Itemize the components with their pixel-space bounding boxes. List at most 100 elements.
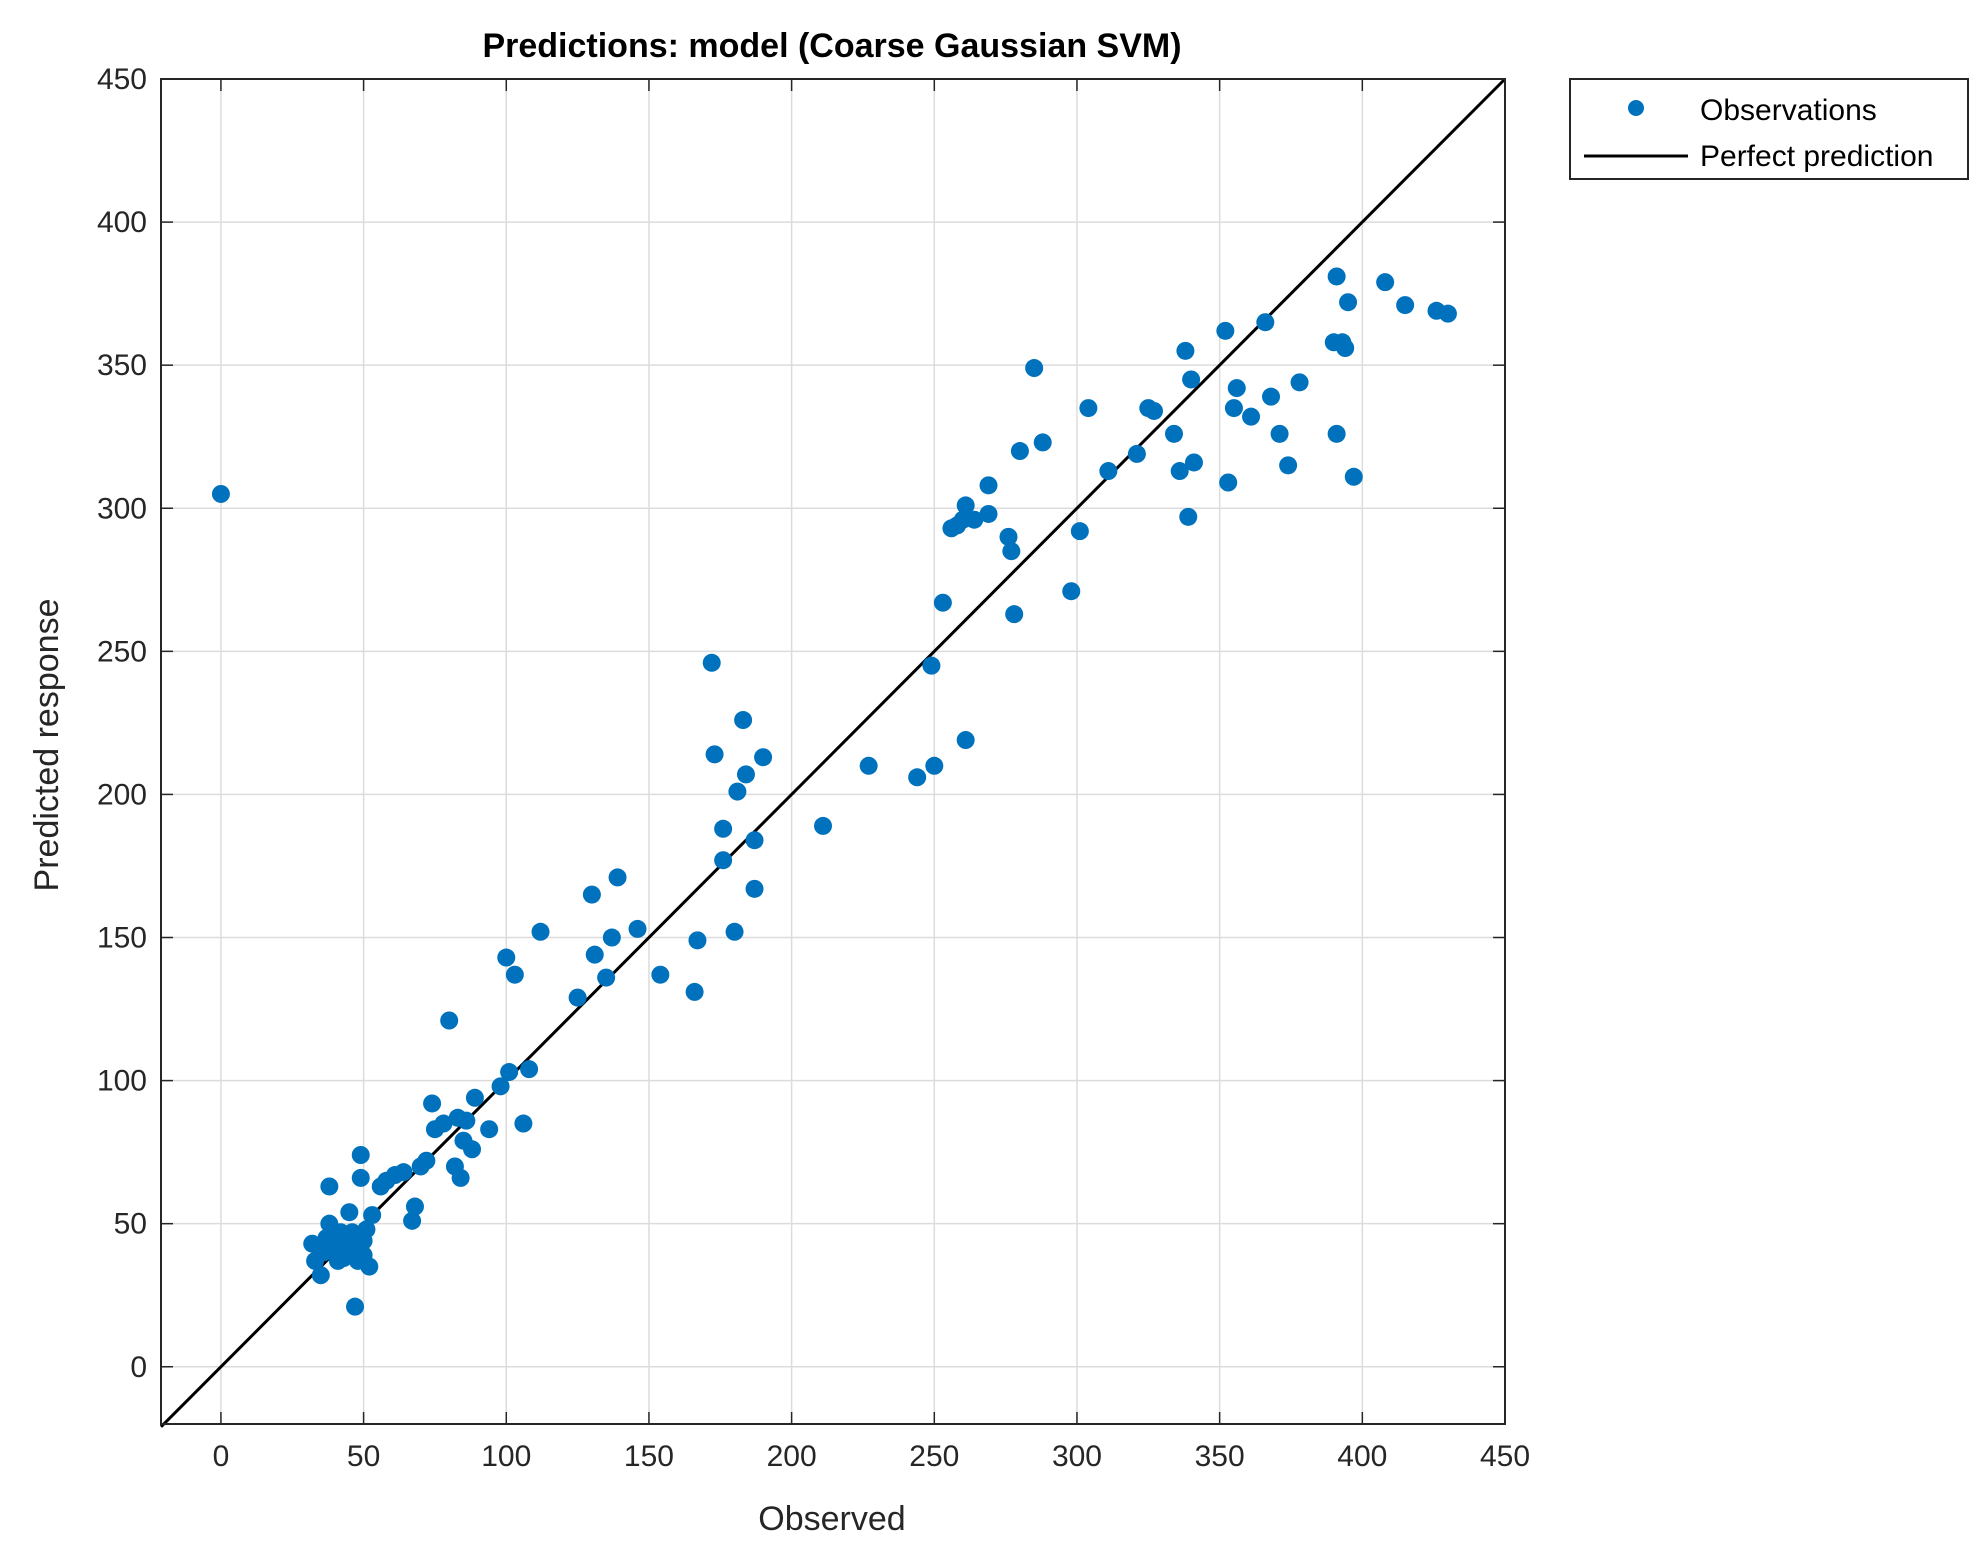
y-tick-labels: 0 50 100 150 200 250 300 350 400 450 — [97, 63, 147, 1384]
observation-point — [745, 831, 764, 850]
observation-point — [602, 928, 621, 947]
observation-point — [734, 711, 753, 730]
observation-point — [1262, 387, 1281, 406]
observation-point — [363, 1206, 382, 1225]
observation-point — [568, 988, 587, 1007]
observation-point — [311, 1266, 330, 1285]
legend-box — [1569, 78, 1969, 180]
observation-point — [1224, 399, 1243, 418]
observation-point — [1176, 341, 1195, 360]
observation-point — [1184, 453, 1203, 472]
y-tick-label: 300 — [97, 492, 147, 525]
x-tick-label: 250 — [909, 1440, 959, 1473]
observation-point — [417, 1151, 436, 1170]
observation-point — [1376, 273, 1395, 292]
perfect-prediction-line — [159, 77, 1507, 1428]
observation-point — [956, 731, 975, 750]
observation-point — [480, 1120, 499, 1139]
chart-title: Predictions: model (Coarse Gaussian SVM) — [482, 27, 1181, 65]
observation-point — [340, 1203, 359, 1222]
observation-point — [1344, 467, 1363, 486]
observation-point — [320, 1177, 339, 1196]
observation-point — [728, 782, 747, 801]
observation-point — [859, 756, 878, 775]
observation-point — [933, 593, 952, 612]
observation-point — [1079, 399, 1098, 418]
observation-point — [457, 1111, 476, 1130]
observation-point — [582, 885, 601, 904]
x-tick-label: 100 — [481, 1440, 531, 1473]
observation-point — [1070, 522, 1089, 541]
y-tick-label: 100 — [97, 1065, 147, 1098]
observation-point — [1327, 267, 1346, 286]
observation-point — [754, 748, 773, 767]
y-tick-label: 50 — [114, 1208, 147, 1241]
observation-point — [745, 879, 764, 898]
observation-point — [736, 765, 755, 784]
observation-point — [346, 1297, 365, 1316]
x-tick-label: 200 — [767, 1440, 817, 1473]
x-tick-label: 300 — [1052, 1440, 1102, 1473]
observation-point — [608, 868, 627, 887]
observation-point — [465, 1088, 484, 1107]
observation-point — [1127, 444, 1146, 463]
observation-point — [1270, 424, 1289, 443]
observation-point — [1396, 296, 1415, 315]
observation-point — [685, 982, 704, 1001]
observation-point — [705, 745, 724, 764]
y-tick-label: 400 — [97, 206, 147, 239]
observation-point — [1025, 359, 1044, 378]
x-tick-label: 350 — [1195, 1440, 1245, 1473]
observation-point — [922, 656, 941, 675]
y-axis-label: Predicted response — [28, 599, 66, 892]
x-tick-label: 50 — [347, 1440, 380, 1473]
observation-point — [1227, 379, 1246, 398]
legend-observations-label: Observations — [1700, 94, 1877, 127]
observation-point — [714, 819, 733, 838]
y-tick-label: 250 — [97, 635, 147, 668]
x-axis-label: Observed — [758, 1500, 905, 1538]
legend-perfect-prediction-label: Perfect prediction — [1700, 140, 1933, 173]
observation-point — [1216, 321, 1235, 340]
observation-point — [925, 756, 944, 775]
observation-point — [211, 484, 230, 503]
observation-point — [1145, 401, 1164, 420]
observation-point — [999, 527, 1018, 546]
observation-point — [1279, 456, 1298, 475]
observation-point — [351, 1146, 370, 1164]
observation-point — [451, 1168, 470, 1187]
observation-point — [360, 1257, 379, 1276]
observation-point — [514, 1114, 533, 1133]
observation-point — [500, 1063, 519, 1082]
observation-point — [1256, 313, 1275, 332]
observation-point — [405, 1197, 424, 1216]
observation-point — [497, 948, 516, 967]
observation-point — [1327, 424, 1346, 443]
observation-point — [1002, 542, 1021, 561]
legend: Observations Perfect prediction — [1569, 78, 1969, 180]
observation-point — [1438, 304, 1457, 323]
observation-point — [1182, 370, 1201, 389]
y-tick-label: 0 — [130, 1351, 147, 1384]
observation-point — [1242, 407, 1261, 426]
legend-observations-marker — [1628, 100, 1644, 116]
observation-point — [628, 919, 647, 938]
observation-point — [651, 965, 670, 984]
observation-point — [714, 851, 733, 870]
observation-point — [520, 1060, 539, 1079]
observation-point — [965, 510, 984, 529]
observation-point — [491, 1077, 510, 1096]
observation-point — [1099, 462, 1118, 481]
observation-point — [1336, 339, 1355, 357]
observation-point — [1010, 442, 1029, 461]
observation-point — [1164, 424, 1183, 443]
observation-point — [979, 476, 998, 495]
x-tick-labels: 0 50 100 150 200 250 300 350 400 450 — [213, 1440, 1530, 1473]
observation-point — [597, 968, 616, 987]
y-tick-label: 450 — [97, 63, 147, 96]
observation-point — [505, 965, 524, 984]
observation-point — [1339, 293, 1358, 312]
observation-point — [351, 1168, 370, 1187]
observation-point — [1219, 473, 1238, 492]
